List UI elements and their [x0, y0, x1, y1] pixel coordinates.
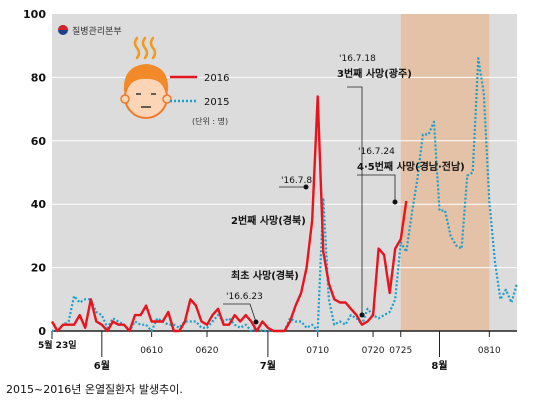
annotation-leader — [347, 86, 363, 315]
y-tick-label: 100 — [23, 8, 46, 21]
annotation-label: 3번째 사망(광주) — [337, 67, 412, 80]
heat-illness-trend-chart: 0 20 40 60 80 100 5월 23일 6월 7월 8월 0610 0620 0710 072… — [23, 8, 519, 372]
x-month-label: 7월 — [260, 360, 276, 372]
figure-caption: 2015~2016년 온열질환자 발생추이. — [6, 383, 183, 396]
shaded-period — [400, 14, 490, 331]
x-month-label: 8월 — [431, 360, 447, 372]
hair-icon — [123, 64, 169, 92]
annotation-date: '16.7.24 — [358, 147, 395, 157]
annotation-marker — [253, 319, 259, 325]
y-tick-label: 60 — [31, 135, 47, 148]
annotation-marker — [303, 184, 309, 190]
annotation-label: 최초 사망(경북) — [231, 269, 299, 282]
annotation-marker — [359, 312, 365, 318]
annotations: '16.6.23 최초 사망(경북) '16.7.8 2번째 사망(경북) '16.7.… — [223, 54, 465, 325]
y-tick-label: 80 — [31, 71, 47, 84]
legend-unit: (단위 : 명) — [192, 116, 228, 126]
annotation-label: 4·5번째 사망(경남·전남) — [357, 160, 465, 173]
y-tick-label: 40 — [31, 198, 47, 211]
annotation-marker — [392, 199, 398, 205]
x-date-label: 0610 — [140, 346, 163, 356]
x-date-label: 0620 — [196, 346, 219, 356]
x-axis: 5월 23일 6월 7월 8월 0610 0620 0710 0720 0725 0810 — [38, 330, 517, 372]
logo-emblem-red-icon — [58, 25, 68, 30]
legend-label-2015: 2015 — [204, 97, 229, 108]
annotation-date: '16.6.23 — [226, 292, 263, 302]
hot-face-illustration — [120, 36, 172, 119]
annotation-date: '16.7.18 — [339, 54, 376, 64]
left-ear-icon — [120, 94, 130, 104]
series-lines — [50, 57, 519, 333]
x-month-label: 6월 — [94, 360, 110, 372]
y-axis-tick-labels: 0 20 40 60 80 100 — [23, 8, 46, 338]
annotation-label: 2번째 사망(경북) — [231, 214, 306, 227]
series-line-2016 — [50, 95, 408, 333]
y-tick-label: 20 — [31, 262, 47, 275]
logo-text: 질병관리본부 — [72, 25, 122, 37]
x-date-label: 0710 — [306, 346, 329, 356]
legend: 2016 2015 (단위 : 명) — [170, 73, 229, 126]
x-date-label: 0810 — [478, 346, 501, 356]
x-start-label: 5월 23일 — [38, 339, 76, 351]
logo: 질병관리본부 — [58, 25, 122, 37]
heat-steam-icon — [133, 36, 157, 60]
y-tick-label: 0 — [38, 325, 46, 338]
x-date-label: 0725 — [389, 346, 412, 356]
annotation-leader — [357, 174, 396, 202]
right-ear-icon — [162, 94, 172, 104]
annotation-date: '16.7.8 — [281, 176, 312, 186]
annotation-leader — [223, 303, 257, 323]
x-date-label: 0720 — [362, 346, 385, 356]
legend-label-2016: 2016 — [204, 73, 229, 84]
